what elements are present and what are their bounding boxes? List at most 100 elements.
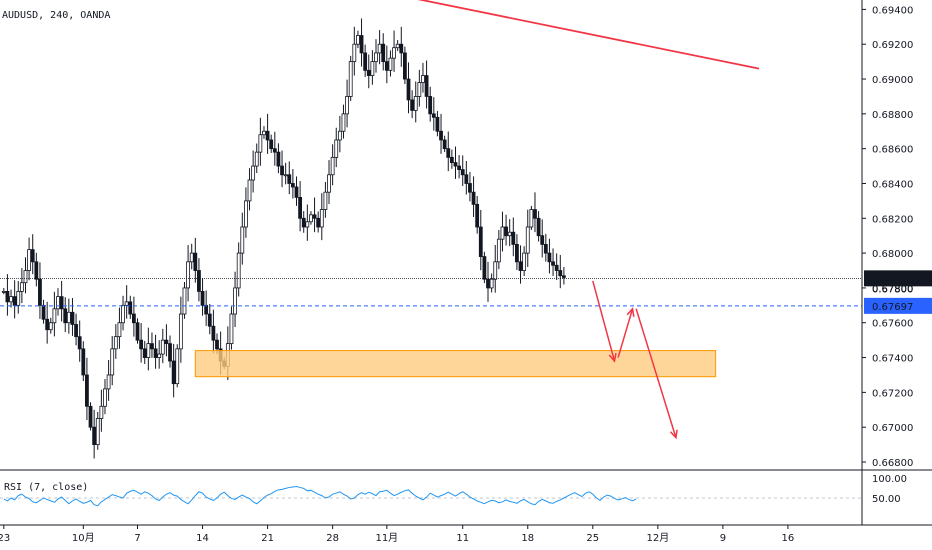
candle-body	[471, 191, 476, 205]
candle-body	[540, 235, 545, 245]
time-axis[interactable]: 23 10月 7 14 21 28 11月 11 18 25 12月 9 16	[0, 525, 794, 544]
time-tick-label: 11月	[375, 532, 398, 544]
candle-body	[131, 313, 136, 324]
candle-body	[334, 139, 339, 158]
candle-body	[113, 336, 118, 350]
candle-body	[9, 296, 13, 303]
candle-body	[258, 134, 263, 153]
candle-body	[186, 261, 190, 289]
candle-body	[366, 69, 371, 76]
candle-body	[254, 151, 259, 167]
rsi-level-label: 100.00	[872, 474, 907, 485]
candle-body	[95, 418, 100, 445]
candle-body	[153, 348, 158, 358]
candle-body	[12, 296, 17, 306]
candle-body	[417, 82, 422, 97]
candle-body	[341, 113, 346, 132]
candle-body	[345, 96, 349, 115]
candle-body	[525, 226, 530, 254]
candle-body	[399, 43, 404, 54]
price-area	[0, 0, 862, 470]
candle-body	[327, 174, 331, 193]
candle-body	[428, 96, 433, 115]
annotations-layer	[0, 0, 862, 440]
candle-body	[59, 296, 64, 310]
candle-body	[178, 313, 183, 350]
candle-body	[106, 374, 111, 390]
candle-body	[551, 261, 555, 266]
forecast-arrow-3	[635, 308, 677, 438]
candle-body	[312, 214, 317, 219]
candle-body	[413, 96, 418, 111]
candle-body	[294, 186, 299, 198]
price-tick-label: 0.67000	[872, 423, 913, 434]
candle-body	[489, 278, 494, 289]
candle-body	[240, 226, 245, 254]
candle-body	[197, 270, 201, 292]
current-price-tag-bg	[864, 270, 932, 287]
candle-body	[533, 209, 537, 219]
candle-body	[121, 304, 125, 324]
candle-body	[48, 322, 53, 331]
candle-body	[348, 61, 353, 97]
candle-body	[363, 52, 368, 71]
candle-body	[41, 304, 46, 320]
time-tick-label: 12月	[646, 532, 669, 544]
candle-body	[449, 156, 454, 163]
legend-timeframe: 240	[50, 10, 68, 21]
candle-body	[421, 75, 425, 83]
candle-body	[543, 244, 548, 254]
candle-body	[244, 200, 248, 228]
price-tick-label: 0.67400	[872, 354, 913, 365]
current-price-tag: AUDUSD 0.67855	[868, 274, 932, 285]
candle-body	[518, 261, 523, 271]
candle-body	[99, 405, 104, 419]
candle-body	[554, 264, 559, 271]
support-zone	[194, 350, 717, 378]
candle-body	[435, 116, 440, 132]
candle-body	[384, 61, 389, 71]
candle-body	[175, 348, 180, 385]
candle-body	[330, 156, 335, 176]
rsi-pane: 100.00 50.00	[0, 474, 907, 507]
time-tick-label: 23	[0, 533, 10, 544]
trendline	[417, 0, 760, 70]
candle-body	[522, 252, 527, 271]
candle-body	[561, 275, 566, 278]
candle-body	[27, 249, 32, 271]
candle-body	[200, 291, 205, 306]
candle-body	[251, 165, 256, 181]
candle-body	[81, 348, 86, 376]
candle-body	[388, 57, 393, 71]
time-tick-label: 9	[720, 533, 726, 544]
candle-body	[16, 291, 21, 306]
candle-body	[23, 270, 28, 284]
candle-body	[182, 287, 187, 315]
candle-body	[85, 374, 89, 407]
candle-body	[276, 151, 281, 167]
forecast-arrow-1	[592, 280, 616, 362]
rsi-legend: RSI (7, close)	[4, 482, 88, 493]
candle-body	[247, 179, 252, 202]
candle-body	[38, 278, 42, 306]
time-tick-label: 25	[586, 533, 599, 544]
candle-body	[301, 217, 306, 228]
candle-body	[504, 226, 508, 237]
forecast-arrow-2	[617, 308, 634, 358]
candle-body	[319, 209, 324, 228]
candle-body	[66, 311, 71, 324]
candle-body	[265, 130, 270, 141]
candle-body	[290, 183, 295, 188]
price-tick-label: 0.68600	[872, 145, 913, 156]
candle-body	[374, 52, 378, 63]
candle-body	[507, 231, 512, 237]
price-tick-label: 0.69200	[872, 40, 913, 51]
candle-body	[211, 325, 216, 341]
legend-symbol: AUDUSD	[2, 10, 38, 21]
candle-body	[70, 311, 75, 325]
price-axis[interactable]: 0.66800 0.67000 0.67200 0.67400 0.67600 0.678…	[861, 0, 932, 525]
candle-body	[280, 165, 284, 176]
candle-body	[52, 308, 57, 324]
